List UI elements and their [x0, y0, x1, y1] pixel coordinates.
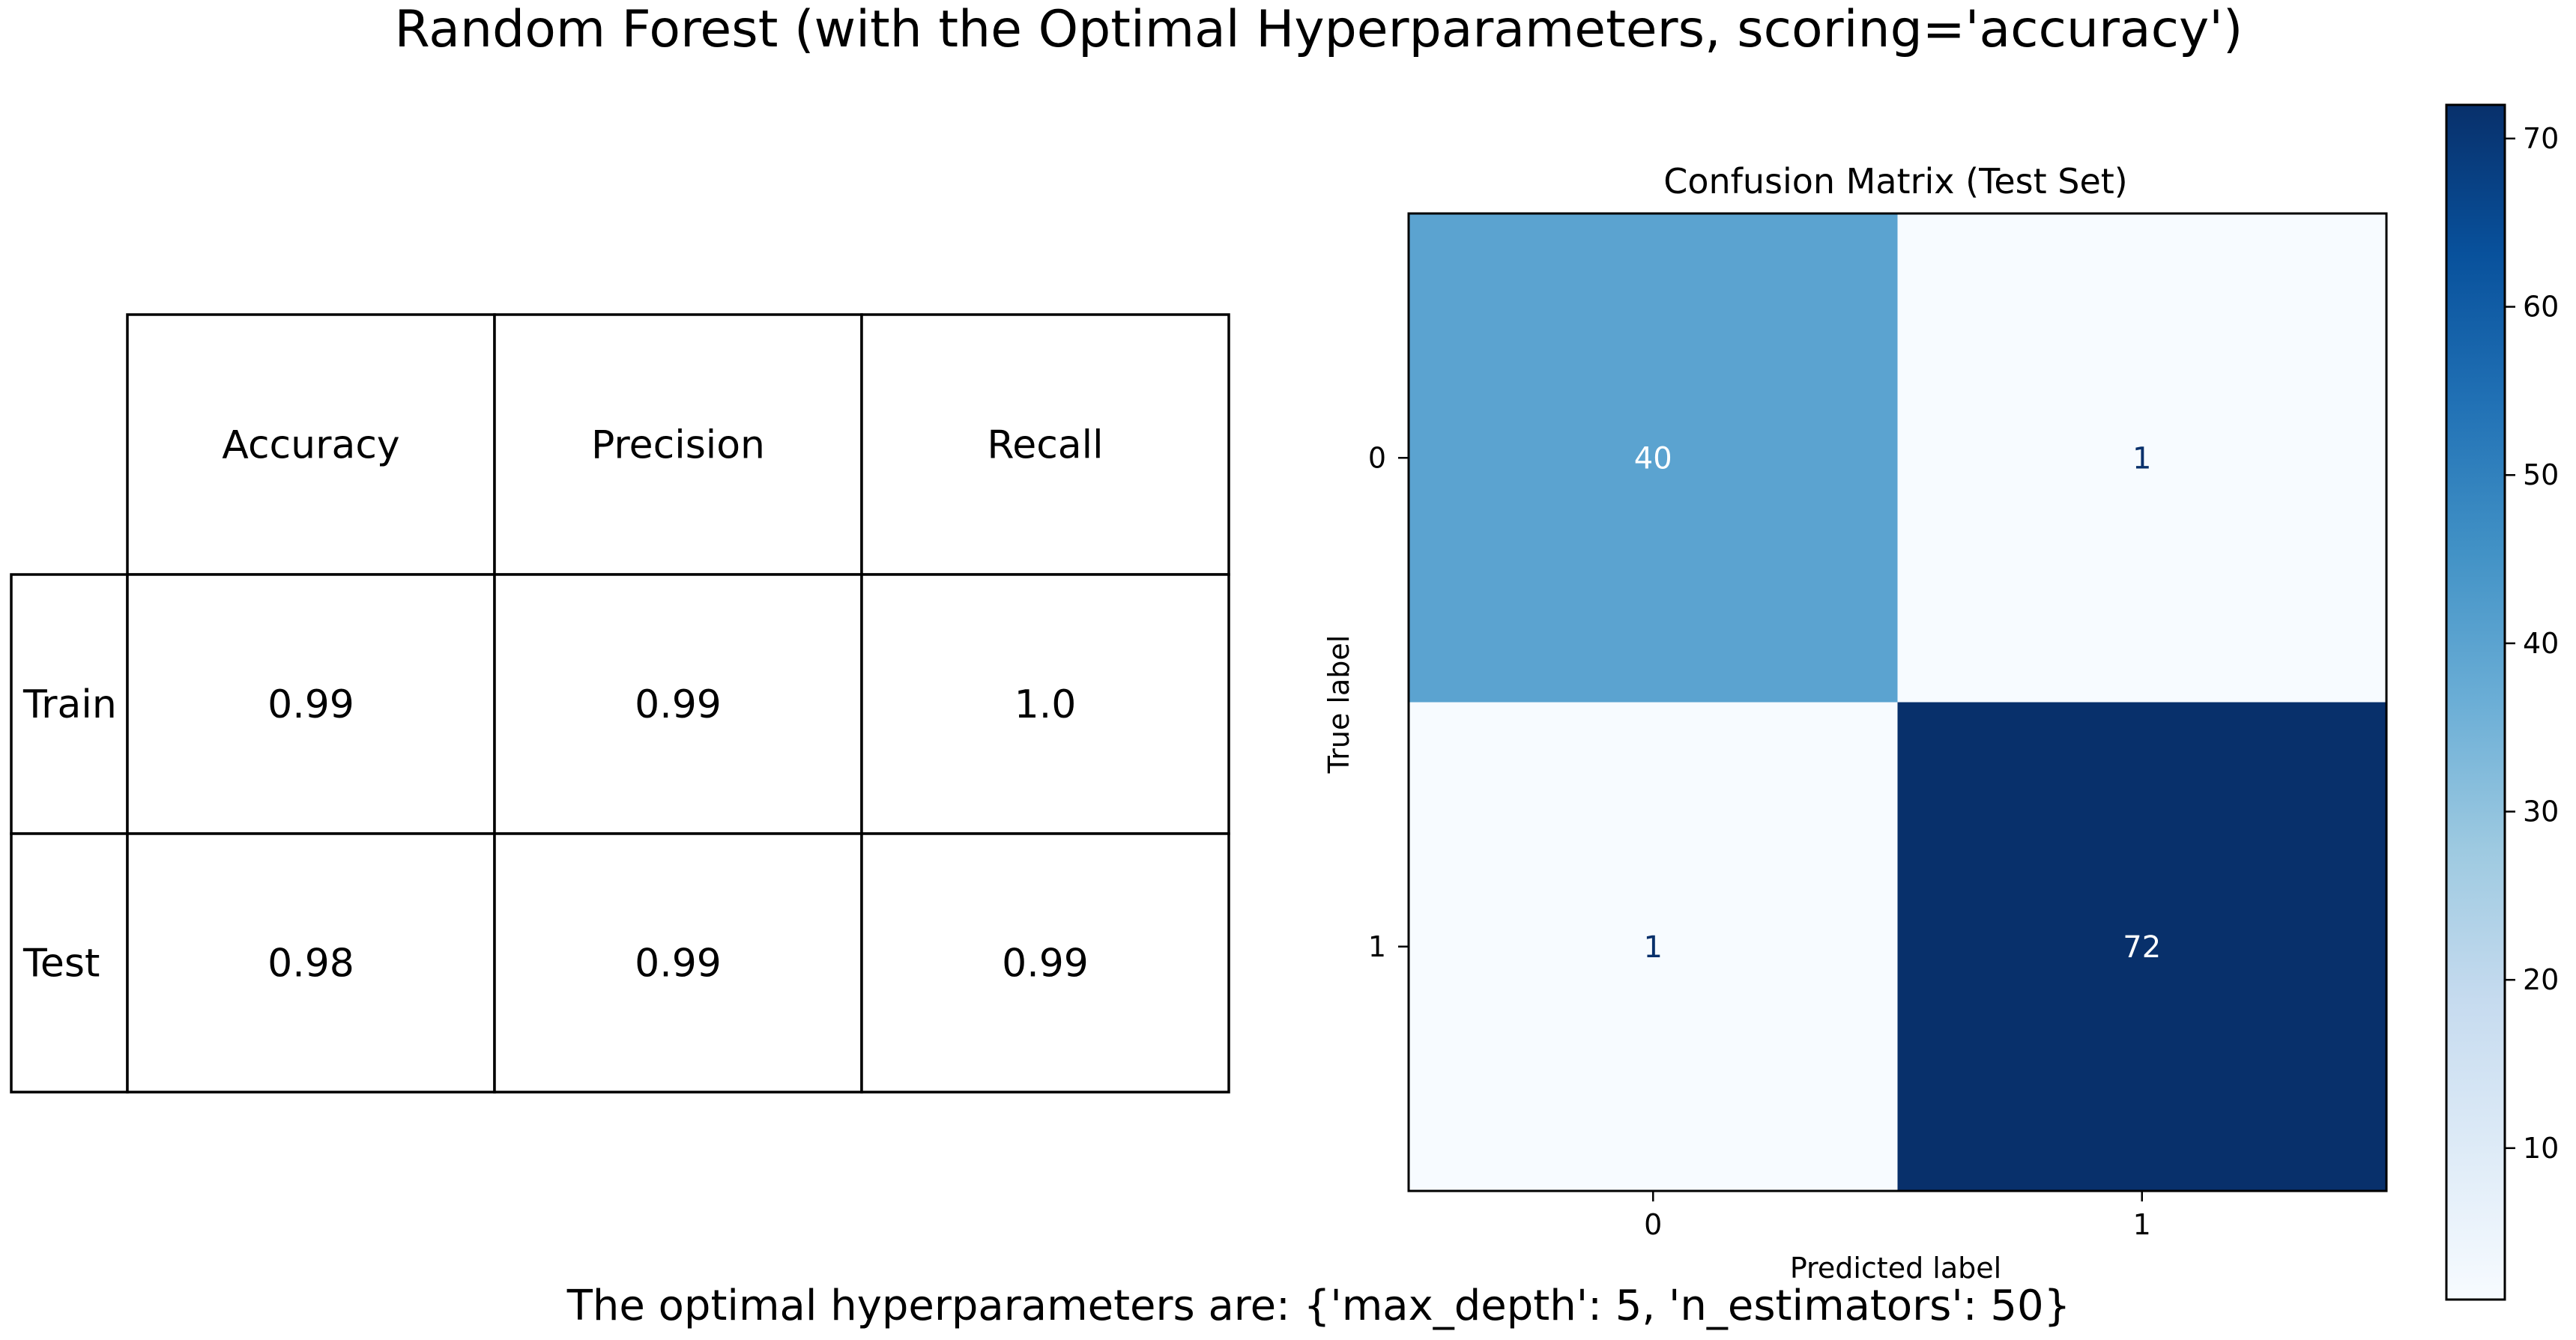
table-row-label: Train [22, 682, 117, 727]
table-header-label: Recall [987, 423, 1103, 468]
heatmap-cell-label: 40 [1634, 441, 1672, 476]
heatmap-cell [1897, 213, 2386, 703]
table-cell [493, 832, 863, 1094]
heatmap-frame [1407, 212, 2388, 1192]
colorbar-tick-label: 60 [2523, 291, 2559, 324]
heatmap-cell-label: 1 [2132, 441, 2151, 476]
table-header-cell [860, 313, 1230, 576]
heatmap-cell [1409, 213, 1898, 703]
x-tick-label: 0 [1644, 1208, 1662, 1241]
colorbar-tick-label: 30 [2523, 795, 2559, 828]
table-cell-value: 0.99 [1002, 942, 1089, 986]
table-header-label: Precision [591, 423, 765, 468]
confusion-matrix-heatmap: 40 1 1 72 0 1 0 1 [1368, 212, 2388, 1241]
colorbar-tick-label: 50 [2523, 458, 2559, 491]
table-cell [126, 573, 496, 835]
table-header-label: Accuracy [222, 423, 399, 468]
heatmap-ylabel: True label [1322, 635, 1355, 774]
y-tick-label: 0 [1368, 441, 1386, 474]
heatmap-cell-label: 72 [2123, 930, 2161, 965]
heatmap-cell-label: 1 [1644, 930, 1663, 965]
footer-note: The optimal hyperparameters are: {'max_d… [566, 1282, 2071, 1330]
colorbar-gradient [2446, 105, 2505, 1300]
table-cell-value: 0.99 [635, 682, 722, 727]
x-tick-label: 1 [2133, 1208, 2151, 1241]
colorbar-frame [2445, 103, 2506, 1301]
table-cell [860, 832, 1230, 1094]
table-cell [126, 832, 496, 1094]
table-cell [493, 573, 863, 835]
heatmap-xlabel: Predicted label [1790, 1252, 2001, 1285]
table-cell-value: 1.0 [1015, 682, 1077, 727]
heatmap-cell [1897, 702, 2386, 1191]
colorbar-tick-label: 40 [2523, 627, 2559, 660]
table-header-cell [493, 313, 863, 576]
metrics-table: Accuracy Precision Recall Train 0.99 0.99 1.0 T… [10, 313, 1230, 1094]
heatmap-title: Confusion Matrix (Test Set) [1663, 161, 2128, 201]
figure-title: Random Forest (with the Optimal Hyperpar… [395, 0, 2243, 59]
table-cell-value: 0.99 [267, 682, 354, 727]
heatmap-cell [1409, 702, 1898, 1191]
table-cell-value: 0.98 [267, 942, 354, 986]
colorbar: 10 20 30 40 50 60 70 [2445, 103, 2559, 1301]
table-header-cell [126, 313, 496, 576]
colorbar-tick-label: 10 [2523, 1132, 2559, 1165]
table-row-label: Test [22, 942, 100, 986]
table-cell-value: 0.99 [635, 942, 722, 986]
colorbar-tick-label: 20 [2523, 963, 2559, 996]
y-tick-label: 1 [1368, 930, 1386, 963]
table-row-label-cell [10, 832, 129, 1094]
colorbar-tick-label: 70 [2523, 122, 2559, 155]
